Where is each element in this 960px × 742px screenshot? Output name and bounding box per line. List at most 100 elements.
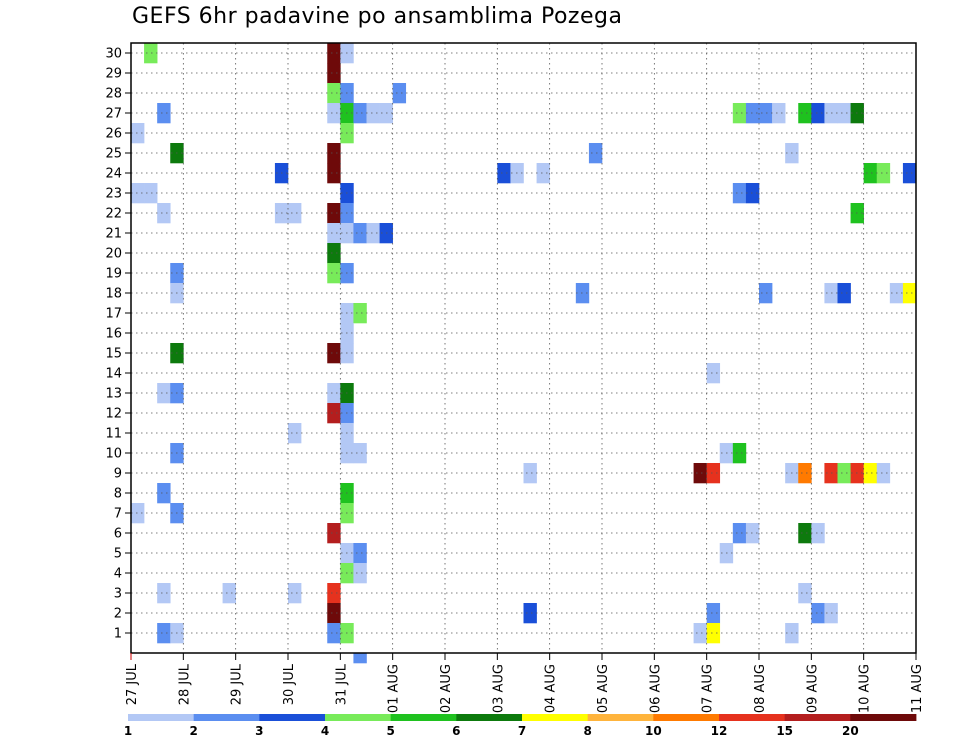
heatmap-cell	[353, 543, 367, 564]
x-tick-label: 28 JUL	[177, 663, 192, 705]
heatmap-cell	[222, 583, 236, 604]
x-tick-label: 04 AUG	[544, 664, 559, 713]
colorbar-segment	[784, 714, 851, 721]
x-tick-label: 07 AUG	[701, 664, 716, 713]
x-tick-label: 02 AUG	[439, 664, 454, 713]
heatmap-cell	[288, 423, 302, 444]
colorbar-segment	[128, 714, 195, 721]
x-tick-label: 31 JUL	[334, 663, 349, 705]
colorbar-label: 3	[255, 724, 263, 738]
heatmap-cell	[772, 103, 786, 124]
heatmap-cell	[575, 283, 590, 304]
x-axis: 27 JUL 28 JUL 29 JUL 30 JUL 31 JUL 01 AUG 02 A…	[125, 653, 925, 713]
heatmap-cell	[157, 203, 171, 224]
heatmap-cells	[131, 43, 917, 664]
heatmap-cell	[837, 463, 851, 484]
colorbar-segment	[522, 714, 589, 721]
heatmap-cell	[327, 223, 341, 244]
heatmap-cell	[288, 583, 302, 604]
heatmap-cell	[327, 343, 341, 364]
colorbar-segment	[719, 714, 786, 721]
colorbar-label: 8	[583, 724, 591, 738]
x-tick-label: 10 AUG	[858, 664, 873, 713]
heatmap-cell	[327, 143, 341, 164]
heatmap-cell	[523, 463, 537, 484]
heatmap-cell	[131, 183, 145, 204]
y-tick-label: 27	[105, 107, 122, 122]
y-tick-label: 28	[105, 87, 122, 102]
colorbar-segment	[193, 714, 260, 721]
y-tick-label: 30	[105, 47, 122, 62]
y-tick-label: 25	[105, 147, 122, 162]
colorbar-segment	[850, 714, 917, 721]
heatmap-cell	[863, 163, 878, 184]
y-tick-label: 16	[105, 327, 122, 342]
heatmap-cell	[732, 443, 747, 464]
heatmap-cell	[745, 103, 760, 124]
heatmap-cell	[902, 163, 917, 184]
heatmap-cell	[706, 603, 721, 624]
colorbar-label: 10	[645, 724, 662, 738]
colorbar-label: 4	[321, 724, 329, 738]
heatmap-cell	[353, 303, 367, 324]
heatmap-cell	[327, 243, 341, 264]
x-tick-label: 03 AUG	[491, 664, 506, 713]
colorbar-label: 20	[842, 724, 859, 738]
y-tick-label: 6	[114, 527, 122, 542]
y-tick-label: 15	[105, 347, 122, 362]
heatmap-cell	[327, 583, 341, 604]
y-tick-label: 24	[105, 167, 122, 182]
y-tick-label: 5	[114, 547, 122, 562]
colorbar-label: 2	[189, 724, 197, 738]
heatmap-cell	[327, 43, 341, 64]
heatmap-cell	[745, 523, 760, 544]
heatmap-cell	[327, 203, 341, 224]
heatmap-cell	[811, 523, 825, 544]
y-tick-label: 9	[114, 467, 122, 482]
heatmap-cell	[523, 603, 537, 624]
heatmap-cell	[327, 523, 341, 544]
heatmap-cell	[732, 103, 747, 124]
heatmap-cell	[327, 103, 341, 124]
heatmap-cell	[144, 183, 158, 204]
heatmap-cell	[327, 63, 341, 84]
colorbar-segment	[456, 714, 523, 721]
heatmap-cell	[863, 463, 878, 484]
colorbar-label: 15	[776, 724, 793, 738]
x-tick-label: 09 AUG	[805, 664, 820, 713]
heatmap-cell	[353, 103, 367, 124]
heatmap-cell	[327, 163, 341, 184]
colorbar-label: 12	[711, 724, 728, 738]
colorbar-segment	[653, 714, 720, 721]
y-tick-label: 17	[105, 307, 122, 322]
heatmap-cell	[366, 103, 380, 124]
y-axis: 1234567891011121314151617181920212223242…	[105, 47, 131, 642]
y-tick-label: 20	[105, 247, 122, 262]
x-tick-label: 06 AUG	[648, 664, 663, 713]
grid-lines	[130, 43, 917, 653]
x-tick-label: 11 AUG	[910, 664, 925, 713]
heatmap-cell	[131, 123, 145, 144]
heatmap-cell	[706, 463, 721, 484]
colorbar-label: 6	[452, 724, 460, 738]
y-tick-label: 1	[114, 627, 122, 642]
y-tick-label: 23	[105, 187, 122, 202]
heatmap-cell	[876, 463, 891, 484]
heatmap-cell	[327, 263, 341, 284]
heatmap-cell	[327, 623, 341, 644]
heatmap-cell	[759, 103, 773, 124]
heatmap-cell	[902, 283, 917, 304]
chart-title: GEFS 6hr padavine po ansamblima Pozega	[132, 4, 623, 29]
heatmap-cell	[536, 163, 550, 184]
colorbar-label: 5	[386, 724, 394, 738]
y-tick-label: 14	[105, 367, 122, 382]
y-tick-label: 18	[105, 287, 122, 302]
heatmap-cell	[837, 103, 851, 124]
colorbar: 1 2 3 4 5 6 7 8 10 12 15 20	[124, 714, 917, 738]
heatmap-cell	[392, 83, 407, 104]
heatmap-cell	[732, 183, 747, 204]
plot-frame	[130, 42, 917, 654]
heatmap-cell	[811, 603, 825, 624]
y-tick-label: 4	[114, 567, 122, 582]
y-tick-label: 10	[105, 447, 122, 462]
